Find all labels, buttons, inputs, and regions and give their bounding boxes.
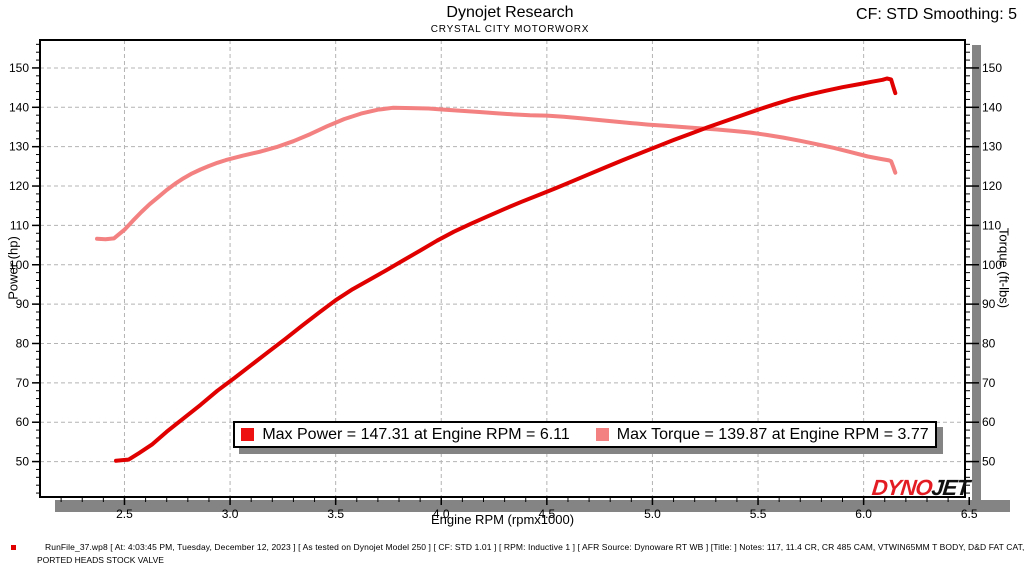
svg-text:90: 90 [16, 297, 30, 311]
svg-text:60: 60 [982, 415, 996, 429]
page-subtitle: CRYSTAL CITY MOTORWORX [430, 24, 590, 35]
plot-frame [39, 39, 966, 498]
svg-text:5.0: 5.0 [644, 507, 661, 521]
svg-text:110: 110 [10, 218, 29, 232]
svg-text:100: 100 [982, 258, 1002, 272]
svg-text:80: 80 [982, 336, 996, 350]
svg-text:150: 150 [9, 61, 29, 75]
legend-item-max-power: Max Power = 147.31 at Engine RPM = 6.11 [241, 425, 570, 444]
svg-text:2.5: 2.5 [116, 507, 133, 521]
svg-text:50: 50 [16, 455, 30, 469]
footer-run-info: RunFile_37.wp8 [ At: 4:03:45 PM, Tuesday… [45, 542, 1024, 552]
gridlines [40, 40, 965, 497]
axis-ticks [32, 43, 979, 505]
svg-text:100: 100 [9, 258, 29, 272]
dynojet-logo-jet: JET [930, 475, 971, 500]
legend: Max Power = 147.31 at Engine RPM = 6.11 … [233, 421, 937, 448]
y-axis-title-power: Power (hp) [5, 236, 21, 300]
dynojet-logo: DYNOJET [871, 475, 971, 501]
svg-text:120: 120 [9, 179, 29, 193]
torque-legend-label: Max Torque = 139.87 at Engine RPM = 3.77 [616, 425, 929, 443]
svg-text:140: 140 [9, 100, 29, 114]
svg-text:120: 120 [982, 179, 1002, 193]
svg-text:70: 70 [982, 376, 996, 390]
plot-frame-shadow [55, 45, 1010, 512]
svg-text:140: 140 [982, 100, 1002, 114]
svg-text:90: 90 [982, 297, 996, 311]
dyno-chart-plot: 2.5 3.0 3.5 4.0 4.5 5.0 5.5 6.0 6.5 50 50 60 60 70 70 8… [9, 39, 1010, 521]
y-axis-title-torque: Torque (ft-lbs) [996, 227, 1012, 309]
power-legend-label: Max Power = 147.31 at Engine RPM = 6.11 [262, 425, 570, 443]
dynojet-logo-dyno: DYNO [870, 475, 933, 500]
svg-text:80: 80 [16, 336, 30, 350]
legend-item-max-torque: Max Torque = 139.87 at Engine RPM = 3.77 [595, 425, 929, 444]
torque-legend-swatch-icon [595, 428, 609, 441]
svg-text:110: 110 [982, 218, 1001, 232]
svg-text:4.0: 4.0 [433, 507, 450, 521]
footer-notes: PORTED HEADS STOCK VALVE [37, 555, 164, 565]
svg-text:70: 70 [16, 376, 30, 390]
svg-text:6.5: 6.5 [961, 507, 978, 521]
svg-text:130: 130 [982, 140, 1002, 154]
svg-text:60: 60 [16, 415, 30, 429]
power-legend-swatch-icon [241, 428, 255, 441]
torque-curve [95, 105, 898, 242]
svg-text:6.0: 6.0 [855, 507, 872, 521]
axis-tick-labels: 2.5 3.0 3.5 4.0 4.5 5.0 5.5 6.0 6.5 50 50 60 60 70 70 8… [9, 61, 1002, 521]
svg-text:3.0: 3.0 [222, 507, 239, 521]
svg-text:5.5: 5.5 [750, 507, 767, 521]
svg-text:50: 50 [982, 455, 996, 469]
x-axis-title: Engine RPM (rpmx1000) [430, 512, 575, 527]
svg-text:4.5: 4.5 [539, 507, 556, 521]
svg-text:3.5: 3.5 [327, 507, 344, 521]
svg-text:150: 150 [982, 61, 1002, 75]
smoothing-label: CF: STD Smoothing: 5 [856, 6, 1017, 23]
power-curve [114, 76, 898, 463]
page-title: Dynojet Research [446, 4, 574, 21]
svg-text:130: 130 [9, 140, 29, 154]
run-file-marker-icon [11, 545, 16, 550]
